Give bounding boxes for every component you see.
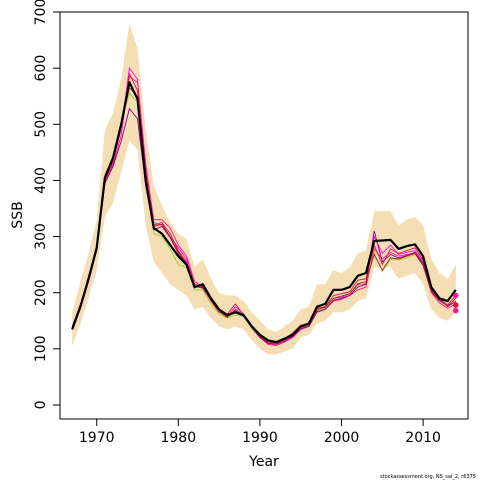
confidence-band	[72, 23, 456, 355]
y-tick-label-0: 0	[33, 401, 49, 410]
estimate-layer	[71, 81, 457, 344]
x-tick-label-2010: 2010	[405, 430, 441, 446]
retro-series-layer	[71, 66, 457, 346]
y-tick-label-600: 600	[33, 55, 49, 82]
x-tick-label-1990: 1990	[242, 430, 278, 446]
x-axis: 1970 1980 1990 2000 2010	[79, 418, 441, 446]
retro-endpoint-1	[452, 292, 459, 299]
plot-frame	[59, 11, 469, 420]
y-tick-label-400: 400	[33, 167, 49, 194]
x-axis-title: Year	[248, 454, 279, 470]
endpoint-layer	[452, 292, 459, 314]
y-tick-label-700: 700	[33, 0, 49, 25]
y-axis: 0 100 200 300 400 500 600 700	[33, 0, 61, 410]
x-tick-label-1970: 1970	[79, 430, 115, 446]
retro-endpoint-3	[452, 307, 459, 314]
retro-series-line-4	[71, 92, 424, 344]
x-tick-label-1980: 1980	[160, 430, 196, 446]
retro-series-line-3	[71, 72, 457, 345]
retro-series-line-5	[71, 107, 457, 345]
retro-series-line-2	[71, 75, 457, 346]
confidence-band-layer	[72, 23, 456, 355]
y-tick-label-200: 200	[33, 279, 49, 306]
x-tick-label-2000: 2000	[324, 430, 360, 446]
estimate-line	[71, 81, 457, 344]
credit-text: stockassessment.org, NS_sai_2, r6375	[380, 474, 476, 480]
retro-endpoint-2	[452, 302, 459, 308]
y-tick-label-300: 300	[33, 223, 49, 250]
y-tick-label-500: 500	[33, 111, 49, 138]
y-tick-label-100: 100	[33, 335, 49, 362]
y-axis-title: SSB	[10, 201, 26, 228]
